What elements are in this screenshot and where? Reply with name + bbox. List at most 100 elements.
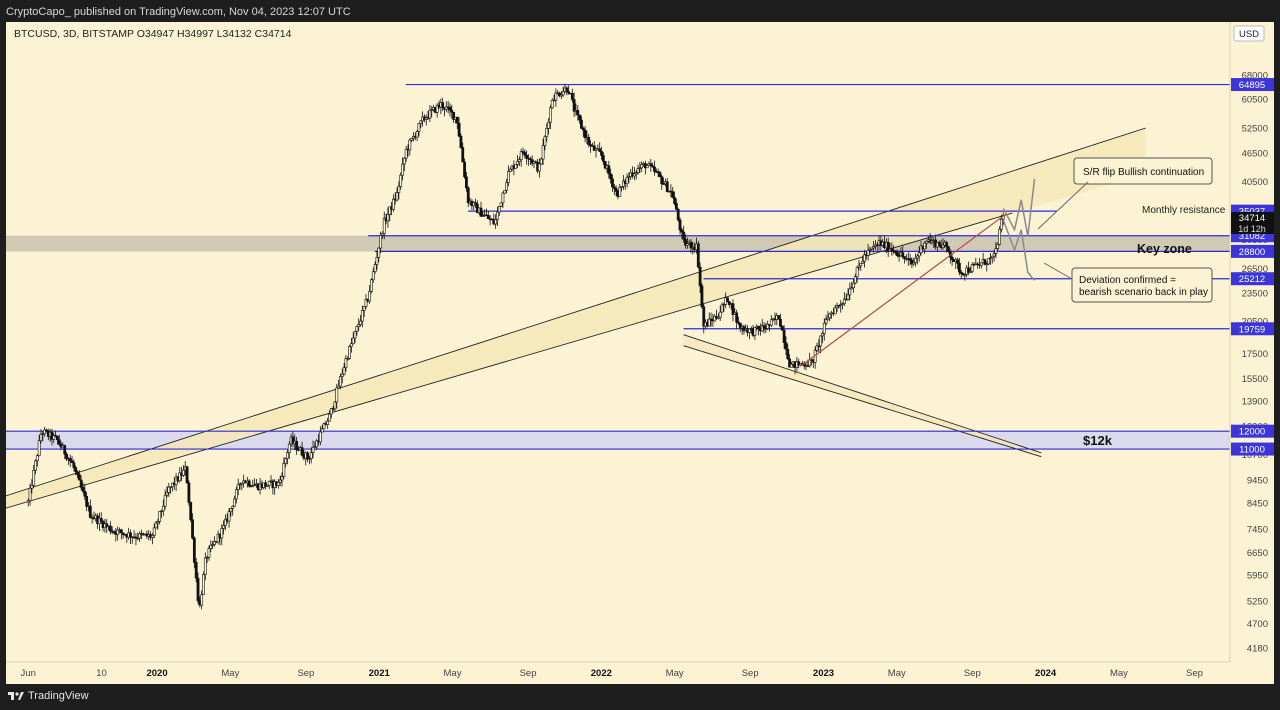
candle-body — [381, 233, 384, 236]
candle-body — [342, 367, 346, 375]
candle-body — [738, 322, 742, 329]
candle-body — [402, 157, 406, 165]
level-tag-label: 25212 — [1239, 274, 1265, 285]
candle-body — [494, 219, 498, 225]
candle-body — [614, 188, 618, 192]
candle-body — [863, 254, 866, 262]
candle-body — [346, 358, 350, 360]
candle-body — [979, 262, 983, 266]
candle-body — [925, 241, 928, 244]
zone-band — [6, 431, 1230, 450]
candle-body — [39, 434, 43, 442]
candle-body — [45, 429, 48, 432]
candle-body — [822, 322, 826, 334]
current-price: 34714 — [1239, 213, 1265, 224]
candle-body — [769, 319, 773, 326]
candle-body — [419, 120, 423, 124]
bullish-scenario-path — [1002, 178, 1036, 237]
candle-body — [34, 460, 37, 471]
candle-body — [950, 256, 954, 260]
candle-body — [444, 106, 448, 110]
candle-body — [842, 298, 846, 304]
candle-body — [779, 318, 782, 327]
candle-body — [318, 431, 322, 443]
candle-body — [247, 480, 251, 487]
candle-body — [238, 483, 242, 486]
y-tick-label: 17500 — [1242, 349, 1268, 360]
chart-frame[interactable]: BTCUSD, 3D, BITSTAMP O34947 H34997 L3413… — [1, 22, 1274, 684]
currency-badge: USD — [1233, 25, 1265, 42]
candle-body — [587, 136, 591, 145]
candle-body — [68, 458, 72, 462]
candle-body — [963, 274, 967, 276]
candle-body — [819, 335, 823, 347]
candle-body — [43, 429, 47, 435]
candle-body — [671, 191, 675, 198]
candle-body — [853, 276, 857, 284]
rising-channel-lower-line — [1, 212, 1013, 510]
candle-body — [496, 211, 499, 220]
y-tick-label: 68000 — [1242, 70, 1268, 81]
level-tag-label: 19759 — [1239, 324, 1265, 335]
candle-body — [528, 158, 532, 160]
candle-body — [441, 102, 445, 108]
candle-body — [841, 303, 844, 305]
candle-body — [523, 152, 527, 156]
candle-body — [570, 93, 574, 100]
candle-body — [548, 107, 552, 123]
candle-body — [638, 167, 642, 169]
candle-body — [598, 148, 602, 152]
candle-body — [353, 331, 357, 339]
price-axis[interactable]: USD 680006050052500465004050035500305002… — [1229, 22, 1274, 662]
candle-body — [786, 348, 790, 360]
candle-body — [76, 471, 79, 475]
candle-body — [565, 87, 569, 92]
candle-body — [895, 252, 899, 256]
level-tag-label: 64895 — [1239, 80, 1265, 91]
x-tick-label: May — [666, 668, 684, 679]
falling-channel-upper-line — [683, 334, 1042, 454]
candle-body — [160, 510, 163, 513]
x-tick-label: Sep — [742, 668, 759, 679]
candle-body — [653, 166, 656, 172]
y-tick-label: 8450 — [1247, 499, 1268, 510]
candle-body — [233, 498, 236, 507]
candle-body — [461, 147, 465, 163]
x-tick-label: Sep — [520, 668, 537, 679]
candle-body — [63, 445, 67, 455]
y-tick-label: 13900 — [1242, 396, 1268, 407]
candle-body — [465, 176, 468, 189]
candle-body — [337, 385, 341, 389]
candle-body — [961, 273, 965, 275]
candle-body — [191, 519, 194, 539]
candle-body — [286, 452, 289, 459]
tradingview-logo[interactable]: TradingView — [8, 690, 89, 702]
price-chart[interactable]: BTCUSD, 3D, BITSTAMP O34947 H34997 L3413… — [1, 22, 1274, 684]
candle-body — [632, 173, 636, 177]
time-axis[interactable]: Jun 10 2020 May Sep 2021 May Sep 2022 May Sep 2023 M… — [6, 661, 1274, 684]
candle-body — [129, 532, 132, 538]
candle-body — [158, 511, 162, 522]
attribution-text: CryptoCapo_ published on TradingView.com… — [6, 6, 351, 18]
candle-body — [309, 452, 313, 459]
candle-body — [894, 250, 897, 253]
key-zone-label: Key zone — [1137, 242, 1192, 256]
candle-body — [192, 537, 196, 563]
candle-body — [583, 129, 587, 139]
candle-body — [990, 255, 994, 258]
candle-body — [848, 288, 852, 296]
candle-body — [762, 325, 766, 329]
candle-body — [70, 460, 74, 463]
candle-body — [463, 161, 466, 178]
candle-body — [306, 452, 309, 460]
candle-body — [311, 446, 315, 453]
candle-body — [373, 264, 377, 273]
candle-body — [923, 242, 927, 250]
candles-layer — [26, 83, 1005, 610]
candle-body — [766, 323, 770, 329]
candle-body — [682, 231, 686, 240]
candle-body — [348, 346, 351, 359]
candle-body — [213, 541, 216, 545]
y-tick-label: 23500 — [1242, 289, 1268, 300]
candle-body — [368, 291, 372, 302]
